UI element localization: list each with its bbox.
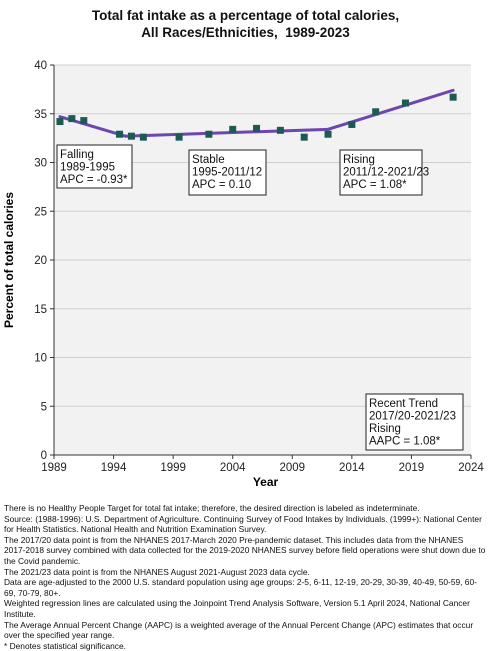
x-tick-label: 2024 (458, 462, 484, 474)
data-point (229, 125, 237, 133)
data-point (175, 133, 183, 141)
x-tick-label: 1989 (41, 462, 67, 474)
data-point (139, 133, 147, 141)
x-tick-label: 2014 (339, 462, 365, 474)
data-point (116, 130, 124, 138)
x-tick-label: 2004 (220, 462, 246, 474)
data-point (401, 99, 409, 107)
annotation-text: Rising (343, 154, 375, 166)
annotation-text: 2011/12-2021/23 (343, 167, 429, 179)
y-tick-label: 5 (41, 401, 47, 413)
x-tick-label: 1999 (160, 462, 186, 474)
annotation-text: Stable (192, 154, 225, 166)
x-tick-label: 2009 (279, 462, 305, 474)
annotation-text: Falling (60, 149, 94, 161)
data-point (276, 126, 284, 134)
data-point (300, 133, 308, 141)
y-tick-label: 0 (41, 450, 47, 462)
footnote: The 2021/23 data point is from the NHANE… (4, 566, 310, 577)
fat-intake-chart: 0 5 10 15 20 25 30 35 40 1989 1994 1999 2004 2009 2014… (2, 60, 484, 489)
y-tick-label: 20 (34, 255, 47, 267)
data-point (205, 130, 213, 138)
data-point (253, 124, 261, 132)
data-point (68, 115, 76, 123)
data-point (449, 93, 457, 101)
x-tick-label: 2019 (399, 462, 425, 474)
y-tick-label: 30 (34, 158, 47, 170)
gridlines (54, 64, 471, 407)
data-point (127, 132, 135, 140)
annotation-text: 2017/20-2021/23 (369, 411, 456, 423)
annotation-text: Recent Trend (369, 398, 438, 410)
data-point (324, 130, 332, 138)
y-tick-label: 15 (34, 304, 47, 316)
data-point (372, 108, 380, 116)
footnote: Data are age-adjusted to the 2000 U.S. s… (4, 577, 477, 598)
annotation-box (365, 393, 464, 451)
y-tick-label: 25 (34, 206, 47, 218)
y-tick-label: 35 (34, 109, 47, 121)
y-tick-label: 40 (34, 60, 47, 72)
footnote: Weighted regression lines are calculated… (4, 598, 470, 619)
trend-segment (123, 127, 330, 138)
annotation-box (339, 149, 423, 196)
annotation-text: 1995-2011/12 (192, 167, 262, 179)
annotation-box (188, 149, 267, 196)
x-axis-label: Year (253, 475, 279, 489)
footnote: Source: (1988-1996): U.S. Department of … (4, 513, 482, 535)
data-point (56, 118, 64, 126)
footnote: There is no Healthy People Target for to… (4, 503, 420, 513)
footnote: The Average Annual Percent Change (AAPC)… (4, 619, 474, 641)
x-tick-label: 1994 (101, 462, 127, 474)
annotation-text: APC = 1.08* (343, 179, 407, 191)
annotation-text: APC = 0.10 (192, 179, 251, 191)
annotation-text: AAPC = 1.08* (369, 436, 441, 448)
annotation-text: 1989-1995 (60, 162, 115, 174)
chart-title: Total fat intake as a percentage of tota… (0, 7, 491, 41)
chart-title-line-2: All Races/Ethnicities, 1989-2023 (141, 25, 350, 40)
tick-labels: 0 5 10 15 20 25 30 35 40 1989 1994 1999 2004 2009 2014… (34, 60, 484, 474)
footnote: The 2017/20 data point is from the NHANE… (4, 534, 486, 566)
annotation-text: Rising (369, 423, 401, 435)
y-tick-label: 10 (34, 353, 47, 365)
annotation-box (56, 144, 133, 189)
annotation-text: APC = -0.93* (60, 174, 128, 186)
data-point (80, 117, 88, 125)
data-points (56, 93, 457, 141)
footnotes: There is no Healthy People Target for to… (4, 503, 486, 651)
chart-title-line-1: Total fat intake as a percentage of tota… (91, 8, 400, 23)
data-point (348, 120, 356, 128)
y-axis-label: Percent of total calories (2, 192, 16, 328)
